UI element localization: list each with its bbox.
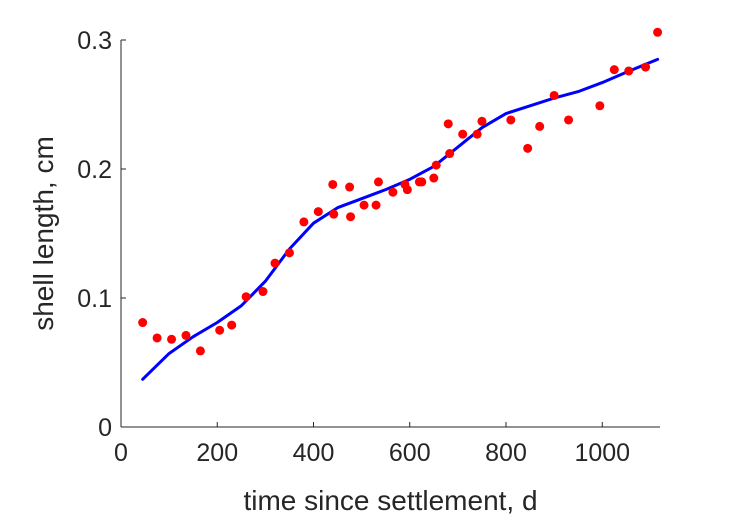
data-point [227, 320, 237, 330]
data-point [284, 248, 294, 258]
data-point [641, 62, 651, 72]
data-point [443, 119, 453, 129]
data-point [417, 177, 427, 187]
x-axis-label: time since settlement, d [243, 485, 537, 516]
data-point [167, 334, 177, 344]
data-point [215, 325, 225, 335]
data-point [258, 287, 268, 297]
x-tick-label: 400 [293, 439, 335, 467]
y-axis-label: shell length, cm [28, 136, 59, 331]
y-tick-label: 0 [98, 414, 112, 442]
y-tick-label: 0.3 [77, 27, 112, 55]
data-point [595, 101, 605, 111]
x-tick-label: 200 [196, 439, 238, 467]
data-point [152, 333, 162, 343]
data-point [241, 292, 251, 302]
x-tick-label: 1000 [574, 439, 630, 467]
data-point [181, 330, 191, 340]
tick-layer: 0 200 400 600 800 1000 0 0.1 0.2 0.3 [77, 27, 630, 467]
data-point [429, 173, 439, 183]
data-point [609, 65, 619, 75]
data-point [653, 27, 663, 37]
data-point [564, 115, 574, 125]
data-point [549, 90, 559, 100]
data-point [345, 182, 355, 192]
data-point [328, 179, 338, 189]
data-point [270, 258, 280, 268]
x-tick-label: 0 [114, 439, 128, 467]
data-point [346, 212, 356, 222]
data-point [359, 200, 369, 210]
y-tick-label: 0.1 [77, 285, 112, 313]
fit-curve [141, 57, 660, 381]
fit-line-layer [141, 57, 660, 381]
data-point [472, 129, 482, 139]
x-tick-label: 800 [485, 439, 527, 467]
data-point [299, 217, 309, 227]
data-point [313, 207, 323, 217]
data-point [445, 149, 455, 159]
data-point [373, 177, 383, 187]
data-point [535, 121, 545, 131]
data-point [477, 116, 487, 126]
axes [120, 40, 660, 428]
data-point [458, 129, 468, 139]
data-point [371, 200, 381, 210]
data-point [138, 318, 148, 328]
data-point [431, 160, 441, 170]
data-point [402, 185, 412, 195]
data-point [506, 115, 516, 125]
data-point [195, 346, 205, 356]
data-point [329, 209, 339, 219]
x-tick-label: 600 [389, 439, 431, 467]
data-point [388, 187, 398, 197]
data-point [523, 143, 533, 153]
y-tick-label: 0.2 [77, 156, 112, 184]
data-point [624, 66, 634, 76]
data-point-layer [138, 27, 663, 356]
